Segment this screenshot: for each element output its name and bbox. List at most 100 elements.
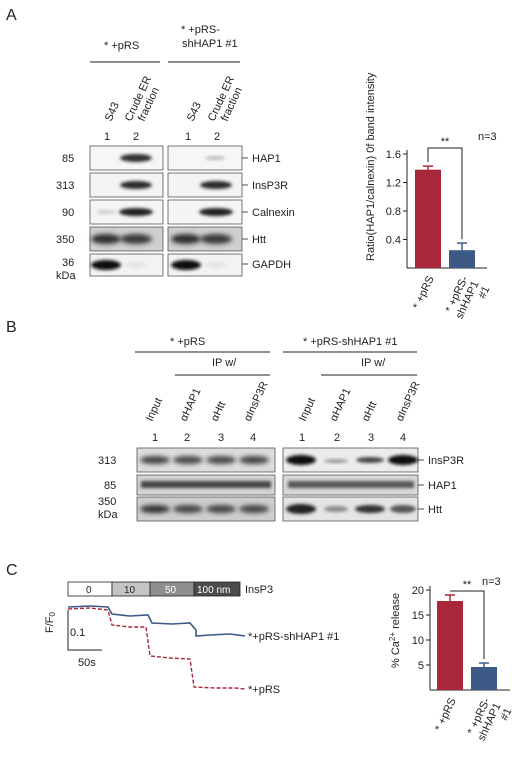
- ip-label: IP w/: [212, 357, 237, 369]
- blot-band: [96, 210, 116, 214]
- scale-y: 0.1: [70, 627, 85, 639]
- mw-marker: 350: [98, 496, 116, 508]
- scale-bar: [67, 610, 102, 651]
- mw-marker: 36: [62, 257, 74, 269]
- blot-band: [119, 208, 153, 216]
- blot-band: [355, 505, 385, 513]
- blot-band: [286, 504, 316, 514]
- mw-marker: 313: [56, 180, 74, 192]
- lane-number: 3: [368, 432, 374, 444]
- blot-band: [120, 234, 152, 244]
- n-annotation: n=3: [478, 131, 497, 143]
- lane-number: 2: [184, 432, 190, 444]
- protein-label: GAPDH: [252, 259, 291, 271]
- significance-bracket: [450, 590, 485, 659]
- y-axis-label: Ratio(HAP1/calnexin) 0f band intensity: [365, 72, 377, 261]
- blot-band: [206, 263, 226, 267]
- protein-label: HAP1: [428, 480, 457, 492]
- blot-band: [388, 455, 418, 465]
- blot-band: [199, 208, 233, 216]
- group-header-shhap1: * +pRS-shHAP1 #1: [303, 336, 397, 348]
- blot-panel-a: [89, 145, 243, 277]
- y-tick-label: 5: [418, 660, 424, 672]
- blot-band: [206, 505, 236, 513]
- blot-band: [324, 459, 348, 463]
- lane-label: αInsP3R: [394, 380, 423, 424]
- y-tick-label: 0.4: [386, 235, 401, 247]
- lane-label: S43: [103, 100, 122, 123]
- lane-label: αHtt: [209, 400, 229, 424]
- y-tick-label: 1.2: [386, 178, 401, 190]
- protein-ticks: [242, 157, 248, 265]
- blot-band: [120, 181, 152, 189]
- blot-band: [140, 456, 170, 464]
- scale-x: 50s: [78, 657, 96, 669]
- blot-band: [200, 181, 232, 189]
- blot-band: [126, 263, 146, 267]
- protein-label: Htt: [252, 234, 266, 246]
- bar: [415, 169, 441, 268]
- trace-y-label: F/F0: [44, 612, 57, 634]
- blot-band: [120, 154, 152, 162]
- lane-number: 1: [104, 131, 110, 143]
- blot-band: [200, 234, 232, 244]
- protein-ticks: [418, 459, 424, 510]
- ip-label: IP w/: [361, 357, 386, 369]
- blot-band: [91, 260, 121, 270]
- protein-label: HAP1: [252, 153, 281, 165]
- blot-band: [205, 156, 225, 160]
- protein-label: Calnexin: [252, 207, 295, 219]
- ip3-step: 10: [124, 585, 136, 596]
- lane-label: αInsP3R: [242, 380, 271, 424]
- category-label: * +pRS-shHAP1#1: [465, 696, 515, 748]
- category-label: * +pRS: [411, 274, 437, 311]
- trace-shhap1: [67, 605, 246, 637]
- blot-panel-b: [136, 447, 419, 522]
- protein-label: InsP3R: [252, 180, 288, 192]
- mw-marker: 313: [98, 455, 116, 467]
- lane-number: 1: [185, 131, 191, 143]
- blot-band: [171, 234, 201, 244]
- lane-number: 2: [133, 131, 139, 143]
- y-axis-label: % Ca2+ release: [388, 593, 402, 668]
- lane-number: 2: [214, 131, 220, 143]
- bar: [437, 601, 463, 690]
- panel-label-a: A: [6, 7, 17, 24]
- ip3-step: 50: [165, 585, 177, 596]
- lane-number: 4: [250, 432, 256, 444]
- group-header-prs: * +pRS: [104, 40, 139, 52]
- n-annotation: n=3: [482, 576, 501, 588]
- mw-unit: kDa: [56, 270, 76, 282]
- lane-number: 1: [152, 432, 158, 444]
- lane-label: αHAP1: [328, 386, 354, 423]
- bar-chart-hap1-ratio: Ratio(HAP1/calnexin) 0f band intensity n…: [365, 72, 497, 326]
- blot-band: [91, 234, 121, 244]
- blot-band: [288, 481, 414, 488]
- y-tick-label: 10: [412, 635, 424, 647]
- ip3-step: 0: [86, 585, 92, 596]
- y-tick-label: 15: [412, 610, 424, 622]
- blot-band: [239, 456, 269, 464]
- mw-unit: kDa: [98, 509, 118, 521]
- trace-label-prs: *+pRS: [248, 684, 280, 696]
- trace-label-shhap1: *+pRS-shHAP1 #1: [248, 631, 339, 643]
- blot-band: [286, 455, 316, 465]
- bar: [471, 667, 497, 690]
- mw-marker: 90: [62, 207, 74, 219]
- significance-label: **: [441, 136, 450, 148]
- blot-band: [173, 505, 203, 513]
- bar: [449, 250, 475, 268]
- group-header-prs: * +pRS: [170, 336, 205, 348]
- trace-prs: [67, 607, 246, 690]
- blot-band: [390, 505, 416, 513]
- significance-label: **: [463, 579, 472, 591]
- lane-label: Input: [144, 396, 165, 423]
- blot-band: [324, 506, 348, 512]
- y-tick-label: 20: [412, 585, 424, 597]
- lane-number: 2: [334, 432, 340, 444]
- lane-label: αHAP1: [178, 386, 204, 423]
- ip3-step: 100 nm: [197, 585, 230, 596]
- category-label: * +pRS-shHAP1#1: [443, 274, 493, 326]
- blot-band: [206, 456, 236, 464]
